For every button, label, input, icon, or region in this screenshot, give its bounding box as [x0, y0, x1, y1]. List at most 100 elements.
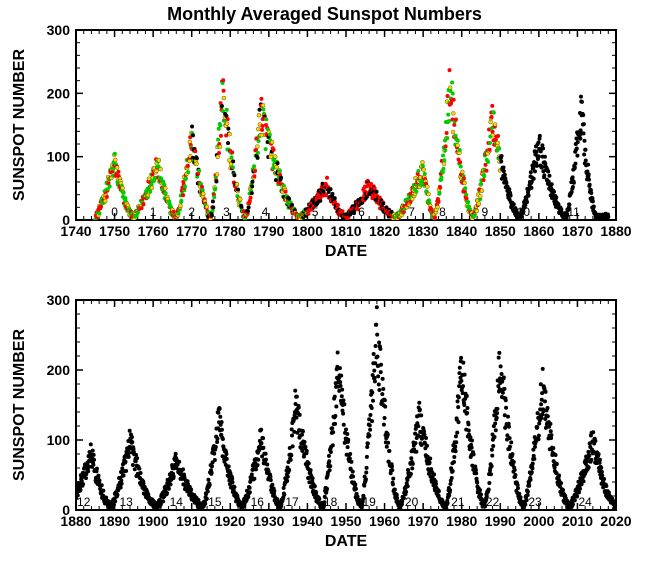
- data-point: [597, 452, 601, 456]
- data-point: [487, 488, 491, 492]
- data-point: [215, 437, 219, 441]
- data-point: [193, 149, 197, 153]
- data-point: [231, 159, 235, 163]
- data-point: [252, 164, 256, 168]
- data-point: [455, 431, 459, 435]
- data-point: [382, 423, 386, 427]
- data-point: [327, 459, 331, 463]
- data-point: [368, 423, 372, 427]
- data-point: [551, 446, 555, 450]
- data-point: [261, 436, 265, 440]
- data-point: [488, 148, 492, 152]
- data-point: [253, 169, 257, 173]
- data-point: [580, 100, 584, 104]
- data-point: [339, 374, 343, 378]
- data-point: [466, 406, 470, 410]
- xtick-label: 1990: [485, 513, 516, 529]
- data-point: [444, 144, 448, 148]
- data-point: [210, 213, 214, 217]
- data-point: [533, 445, 537, 449]
- data-point: [516, 486, 520, 490]
- data-point: [517, 492, 521, 496]
- data-point: [265, 463, 269, 467]
- data-point: [371, 399, 375, 403]
- data-point: [232, 485, 236, 489]
- data-point: [433, 215, 437, 219]
- data-point: [235, 182, 239, 186]
- data-point: [494, 428, 498, 432]
- data-point: [535, 425, 539, 429]
- data-point: [213, 187, 217, 191]
- data-point: [190, 125, 194, 129]
- data-point: [577, 490, 581, 494]
- xlabel: DATE: [325, 533, 368, 550]
- data-point: [211, 199, 215, 203]
- panel-bottom: 1880189019001910192019301940195019601970…: [11, 292, 632, 550]
- data-point: [523, 503, 527, 507]
- data-point: [539, 416, 543, 420]
- ytick-label: 300: [47, 22, 71, 38]
- data-point: [446, 94, 450, 98]
- data-point: [278, 169, 282, 173]
- data-point: [298, 413, 302, 417]
- data-point: [212, 452, 216, 456]
- data-point: [252, 174, 256, 178]
- data-point: [493, 422, 497, 426]
- data-point: [116, 170, 120, 174]
- data-point: [238, 197, 242, 201]
- data-point: [499, 160, 503, 164]
- data-point: [124, 469, 128, 473]
- data-point: [211, 205, 215, 209]
- data-point: [304, 445, 308, 449]
- data-point: [495, 411, 499, 415]
- data-point: [131, 463, 135, 467]
- data-point: [395, 496, 399, 500]
- data-point: [287, 197, 291, 201]
- data-point: [470, 438, 474, 442]
- data-point: [137, 467, 141, 471]
- data-point: [178, 204, 182, 208]
- data-point: [529, 186, 533, 190]
- data-point: [383, 398, 387, 402]
- xtick-label: 1790: [253, 223, 284, 239]
- data-point: [478, 488, 482, 492]
- data-point: [348, 456, 352, 460]
- plot-frame: [76, 30, 616, 220]
- panel-top: 1740175017601770178017901800181018201830…: [11, 22, 632, 260]
- data-point: [86, 469, 90, 473]
- data-point: [442, 158, 446, 162]
- data-point: [230, 155, 234, 159]
- data-point: [226, 127, 230, 131]
- xtick-label: 1950: [330, 513, 361, 529]
- data-point: [221, 437, 225, 441]
- data-point: [497, 356, 501, 360]
- data-point: [582, 131, 586, 135]
- data-point: [550, 182, 554, 186]
- data-point: [346, 438, 350, 442]
- xtick-label: 1980: [446, 513, 477, 529]
- data-point: [380, 392, 384, 396]
- data-point: [406, 484, 410, 488]
- data-point: [423, 172, 427, 176]
- data-point: [447, 119, 451, 123]
- data-point: [549, 429, 553, 433]
- data-point: [391, 477, 395, 481]
- data-point: [338, 366, 342, 370]
- data-point: [432, 472, 436, 476]
- data-point: [325, 176, 329, 180]
- data-point: [287, 468, 291, 472]
- xtick-label: 1860: [523, 223, 554, 239]
- data-point: [351, 474, 355, 478]
- data-point: [328, 464, 332, 468]
- data-point: [279, 176, 283, 180]
- data-point: [496, 141, 500, 145]
- data-point: [454, 440, 458, 444]
- data-point: [511, 452, 515, 456]
- data-point: [584, 159, 588, 163]
- data-point: [164, 191, 168, 195]
- data-point: [460, 170, 464, 174]
- data-point: [509, 440, 513, 444]
- data-point: [446, 113, 450, 117]
- data-point: [348, 452, 352, 456]
- data-point: [130, 435, 134, 439]
